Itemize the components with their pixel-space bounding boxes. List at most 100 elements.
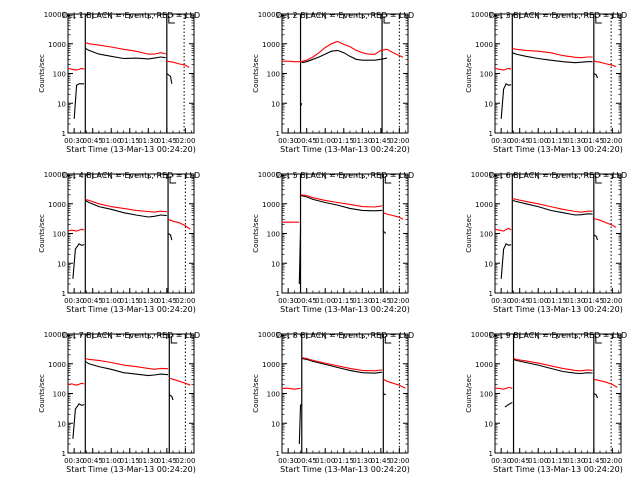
events-series-line (593, 234, 599, 241)
events-series-line (500, 243, 512, 279)
y-axis-label: Counts/sec (252, 54, 260, 93)
lld-series-line (383, 212, 404, 220)
x-tick-label: 01:15 (334, 457, 354, 465)
y-tick-label: 10000 (44, 171, 66, 179)
y-tick-label: 1 (62, 290, 66, 298)
chart-title: Det 4 BLACK = Events, RED = LLD (62, 171, 200, 180)
events-series-line (301, 357, 383, 374)
x-tick-label: 01:30 (138, 457, 158, 465)
chart-panel: Det 3 BLACK = Events, RED = LLD 1 10 100 100… (465, 11, 627, 154)
x-tick-label: 00:45 (83, 457, 103, 465)
x-tick-label: 00:45 (297, 457, 317, 465)
events-series-line (593, 393, 599, 399)
y-axis-label: Counts/sec (38, 214, 46, 253)
x-axis-label: Start Time (13-Mar-13 00:24:20) (493, 145, 623, 154)
x-axis-label: Start Time (13-Mar-13 00:24:20) (280, 305, 410, 314)
events-series-line (298, 403, 303, 445)
chart-panel: Det 8 BLACK = Events, RED = LLD 1 10 100 100… (252, 331, 414, 474)
x-axis-label: Start Time (13-Mar-13 00:24:20) (66, 145, 196, 154)
y-tick-label: 10000 (44, 331, 66, 339)
lld-series-line (85, 357, 169, 370)
bracket-marker (169, 176, 177, 184)
x-tick-label: 01:30 (138, 137, 158, 145)
x-tick-label: 00:30 (491, 457, 511, 465)
y-tick-label: 10 (57, 420, 66, 428)
y-tick-label: 1000 (475, 201, 493, 209)
x-tick-label: 01:00 (315, 137, 335, 145)
x-tick-label: 02:00 (602, 457, 622, 465)
chart-panel: Det 9 BLACK = Events, RED = LLD 1 10 100 100… (465, 331, 627, 474)
chart-panel: Det 7 BLACK = Events, RED = LLD 1 10 100 100… (38, 331, 200, 474)
x-tick-label: 01:45 (584, 297, 604, 305)
x-axis-label: Start Time (13-Mar-13 00:24:20) (493, 465, 623, 474)
x-axis-label: Start Time (13-Mar-13 00:24:20) (493, 305, 623, 314)
x-tick-label: 01:00 (315, 297, 335, 305)
chart-panel: Det 2 BLACK = Events, RED = LLD 1 10 100 100… (252, 11, 414, 154)
bracket-marker (383, 16, 391, 24)
chart-title: Det 3 BLACK = Events, RED = LLD (489, 11, 627, 20)
lld-series-line (67, 228, 85, 232)
events-series-line (301, 49, 388, 64)
x-tick-label: 02:00 (389, 457, 409, 465)
events-series-line (72, 403, 85, 439)
x-tick-label: 00:30 (278, 297, 298, 305)
x-tick-label: 01:45 (584, 137, 604, 145)
y-axis-label: Counts/sec (38, 374, 46, 413)
y-tick-label: 10 (271, 260, 280, 268)
y-tick-label: 1000 (262, 361, 280, 369)
y-tick-label: 1 (489, 450, 493, 458)
lld-series-line (169, 377, 191, 386)
y-axis-label: Counts/sec (465, 214, 473, 253)
events-series-line (504, 402, 513, 408)
x-tick-label: 02:00 (602, 297, 622, 305)
x-axis-label: Start Time (13-Mar-13 00:24:20) (66, 305, 196, 314)
x-tick-label: 01:45 (371, 457, 391, 465)
events-series-line (512, 52, 593, 64)
y-axis-label: Counts/sec (252, 214, 260, 253)
y-tick-label: 1000 (48, 361, 66, 369)
x-tick-label: 01:15 (334, 137, 354, 145)
y-tick-label: 100 (480, 231, 493, 239)
x-tick-label: 00:30 (278, 457, 298, 465)
plot-frame (281, 333, 409, 454)
chart-panel: Det 6 BLACK = Events, RED = LLD 1 10 100 100… (465, 171, 627, 314)
y-tick-label: 1 (489, 290, 493, 298)
x-tick-label: 00:45 (83, 297, 103, 305)
events-series-line (593, 73, 599, 79)
events-series-line (512, 199, 593, 216)
x-tick-label: 02:00 (602, 137, 622, 145)
lld-series-line (513, 357, 593, 372)
x-tick-label: 00:30 (491, 297, 511, 305)
lld-series-line (512, 197, 593, 213)
y-tick-label: 1000 (48, 41, 66, 49)
bracket-marker (595, 176, 602, 184)
lld-series-line (85, 41, 166, 55)
events-series-line (300, 103, 303, 107)
bracket-marker (168, 16, 175, 24)
y-tick-label: 10000 (258, 171, 280, 179)
events-series-line (166, 73, 173, 84)
x-tick-label: 00:30 (64, 297, 84, 305)
x-axis-label: Start Time (13-Mar-13 00:24:20) (280, 465, 410, 474)
lld-series-line (494, 227, 512, 232)
x-tick-label: 01:30 (565, 297, 585, 305)
events-series-line (300, 194, 383, 212)
plot-frame (67, 333, 195, 454)
lld-series-line (593, 378, 618, 388)
y-tick-label: 1 (489, 130, 493, 138)
y-tick-label: 10 (57, 260, 66, 268)
x-tick-label: 01:00 (315, 457, 335, 465)
y-tick-label: 10 (271, 420, 280, 428)
x-tick-label: 01:30 (352, 457, 372, 465)
y-tick-label: 1000 (48, 201, 66, 209)
x-tick-label: 01:45 (371, 297, 391, 305)
plot-frame (494, 173, 622, 294)
y-tick-label: 10 (57, 100, 66, 108)
x-tick-label: 02:00 (175, 457, 195, 465)
lld-series-line (301, 357, 383, 372)
y-tick-label: 10000 (471, 171, 493, 179)
x-tick-label: 01:15 (547, 297, 567, 305)
y-tick-label: 100 (267, 231, 280, 239)
